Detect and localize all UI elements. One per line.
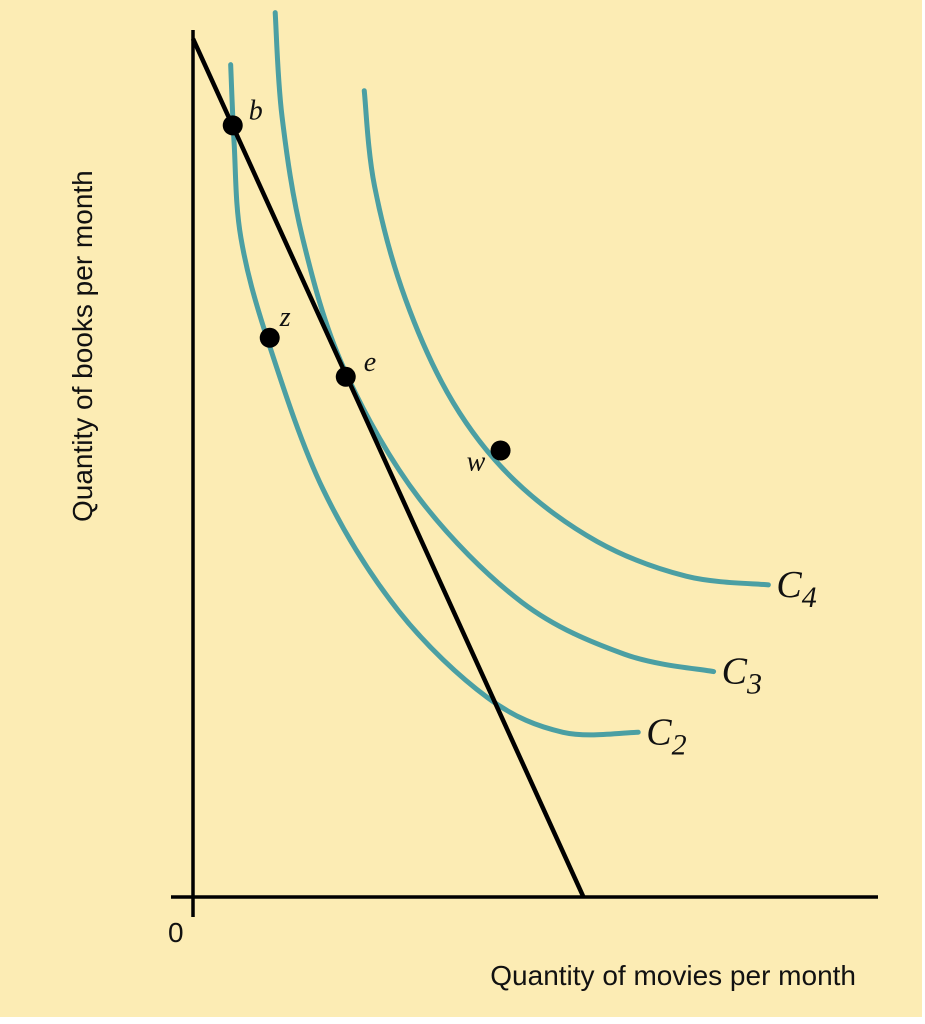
point-label-e: e <box>364 347 376 378</box>
point-z <box>259 327 280 348</box>
curve-labels-layer: C2 C3 C4 <box>646 564 817 761</box>
point-label-w: w <box>467 446 486 477</box>
point-w <box>490 440 511 461</box>
y-axis-title: Quantity of books per month <box>67 170 98 522</box>
indifference-curve-C2 <box>228 62 641 738</box>
indifference-curve-C4 <box>361 88 771 588</box>
point-label-z: z <box>279 302 291 333</box>
curve-label-C2: C2 <box>646 711 686 761</box>
indifference-curve-C3 <box>272 10 717 675</box>
points-layer: b z e w <box>222 95 511 477</box>
x-axis-title: Quantity of movies per month <box>490 960 856 991</box>
point-b <box>222 115 243 136</box>
point-e <box>335 366 356 387</box>
point-label-b: b <box>249 95 263 126</box>
curves-layer <box>228 10 771 738</box>
curve-label-C4: C4 <box>776 564 816 614</box>
curve-label-C3: C3 <box>722 651 762 701</box>
axes <box>171 30 878 917</box>
origin-label: 0 <box>168 917 184 948</box>
budget-line <box>190 37 586 898</box>
